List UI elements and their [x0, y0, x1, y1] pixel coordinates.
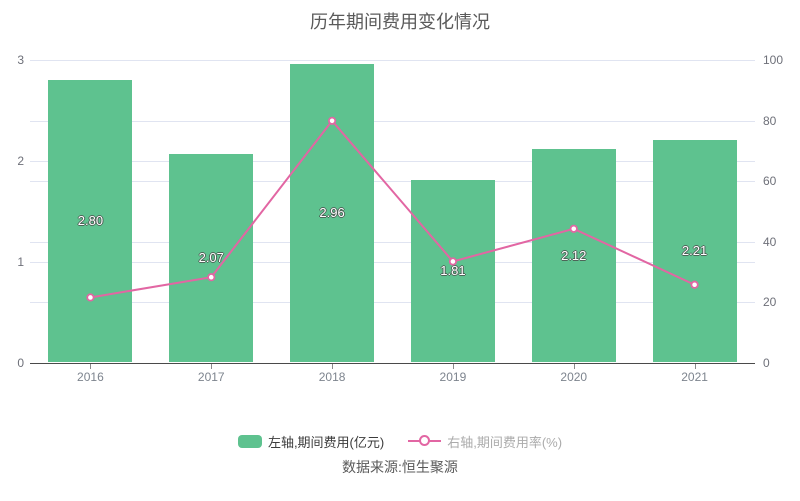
legend-circle-marker — [419, 435, 431, 446]
chart-title: 历年期间费用变化情况 — [310, 12, 490, 32]
legend-line-label: 右轴,期间费用率(%) — [447, 434, 563, 450]
y-axis-left-label: 0 — [17, 355, 24, 370]
gridline — [30, 242, 755, 243]
x-axis-label-2017: 2017 — [197, 369, 225, 384]
bar-value-label-2017: 2.07 — [198, 250, 224, 266]
bar-series-swatch-icon — [237, 434, 262, 448]
gridline — [30, 181, 755, 182]
x-axis-tick — [452, 363, 454, 369]
y-axis-right-label: 20 — [763, 295, 777, 309]
bar-value-label-2018: 2.96 — [319, 205, 345, 221]
y-axis-left-label: 3 — [17, 53, 24, 67]
x-axis-label-2020: 2020 — [560, 369, 588, 384]
x-axis-label-2016: 2016 — [77, 369, 104, 384]
bar-value-label-2020: 2.12 — [561, 247, 587, 263]
y-axis-right-label: 40 — [763, 234, 777, 249]
y-axis-right-label: 80 — [763, 113, 777, 128]
x-axis-tick — [573, 363, 575, 369]
y-axis-left-label: 2 — [17, 153, 24, 168]
x-axis-tick — [694, 363, 696, 369]
x-axis-label-2019: 2019 — [439, 369, 467, 384]
x-axis-label-2018: 2018 — [318, 369, 346, 384]
gridline — [30, 161, 755, 162]
x-axis-tick — [90, 363, 92, 369]
legend-bar-label: 左轴,期间费用(亿元) — [267, 434, 385, 450]
gridline — [30, 121, 755, 122]
legend-item-line-series[interactable]: 右轴,期间费用率(%) — [408, 432, 562, 451]
x-axis-tick — [211, 363, 213, 369]
gridline — [30, 302, 755, 303]
line-series-marker-icon — [408, 435, 442, 447]
gridline — [30, 262, 755, 263]
x-axis-label-2021: 2021 — [681, 369, 708, 384]
y-axis-right-label: 60 — [763, 174, 777, 188]
x-axis-line — [30, 362, 755, 364]
y-axis-right-label: 0 — [763, 355, 770, 370]
x-axis-tick — [332, 363, 334, 369]
gridline — [30, 60, 755, 61]
legend-item-bar-series[interactable]: 左轴,期间费用(亿元) — [237, 432, 385, 451]
bar-value-label-2016: 2.80 — [77, 213, 104, 229]
bar-value-label-2021: 2.21 — [681, 243, 708, 259]
legend: 左轴,期间费用(亿元) 右轴,期间费用率(%) — [0, 432, 800, 451]
y-axis-left-label: 1 — [17, 254, 24, 269]
bar-value-label-2019: 1.81 — [440, 263, 466, 279]
y-axis-right-label: 100 — [763, 53, 784, 67]
data-source: 数据来源:恒生聚源 — [342, 459, 458, 475]
